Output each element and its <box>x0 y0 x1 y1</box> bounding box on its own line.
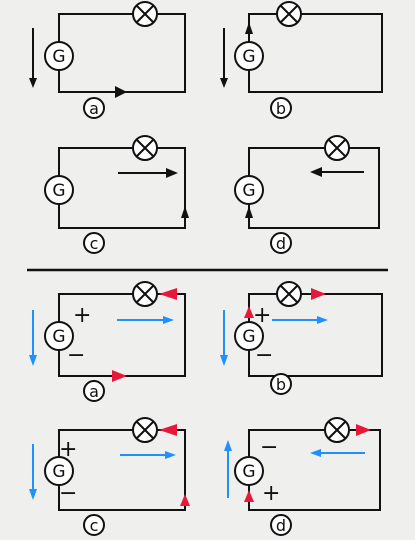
bottom-panel-a: G + − a <box>29 282 185 401</box>
negative-sign: − <box>67 343 85 368</box>
generator-label: G <box>52 47 65 67</box>
blue-arrow-right-head <box>165 451 176 459</box>
circuit-wire <box>59 430 185 510</box>
red-arrow-right <box>311 288 326 300</box>
negative-sign: − <box>255 343 273 368</box>
arrow-right-head <box>166 168 178 178</box>
panel-label: c <box>90 516 99 535</box>
lamp <box>325 418 349 442</box>
bottom-panel-b: G + − b <box>220 282 382 394</box>
positive-sign: + <box>253 303 271 328</box>
circuit-wire <box>59 148 185 228</box>
panel-label: a <box>89 99 99 118</box>
generator-label: G <box>52 462 65 482</box>
blue-arrow-down-head <box>220 355 228 366</box>
lamp <box>133 136 157 160</box>
generator-label: G <box>242 47 255 67</box>
arrow-down-head <box>220 78 228 88</box>
generator-label: G <box>242 462 255 482</box>
top-panel-b: G b <box>220 2 382 118</box>
red-arrow-up <box>244 490 254 502</box>
circuit-wire <box>249 148 379 228</box>
arrow-down-head <box>29 78 37 88</box>
generator-label: G <box>52 181 65 201</box>
red-arrow-right <box>112 370 127 382</box>
arrow-up-head <box>181 206 189 218</box>
circuit-wire <box>59 14 185 92</box>
blue-arrow-up-head <box>224 440 232 451</box>
arrow-up-head <box>245 22 253 34</box>
top-panel-d: G d <box>235 136 379 253</box>
blue-arrow-down-head <box>29 355 37 366</box>
panel-label: b <box>276 99 286 118</box>
blue-arrow-left-head <box>310 449 321 457</box>
blue-arrow-right-head <box>163 316 174 324</box>
lamp <box>133 418 157 442</box>
lamp <box>133 282 157 306</box>
lamp <box>133 2 157 26</box>
top-panel-a: G a <box>29 2 185 118</box>
panel-label: a <box>89 382 99 401</box>
negative-sign: − <box>260 435 278 460</box>
lamp <box>277 2 301 26</box>
circuit-wire <box>249 14 382 92</box>
generator-label: G <box>242 327 255 347</box>
positive-sign: + <box>59 437 77 462</box>
lamp <box>325 136 349 160</box>
panel-label: d <box>276 516 286 535</box>
top-panel-c: G c <box>45 136 189 253</box>
panel-label: c <box>90 234 99 253</box>
blue-arrow-right-head <box>317 316 328 324</box>
red-arrow-right <box>356 424 371 436</box>
positive-sign: + <box>262 481 280 506</box>
bottom-panel-c: G + − c <box>29 418 190 535</box>
bottom-panel-d: G − + d <box>224 418 380 535</box>
red-arrow-up <box>180 494 190 506</box>
panel-label: d <box>276 234 286 253</box>
generator-label: G <box>52 327 65 347</box>
blue-arrow-down-head <box>29 489 37 500</box>
arrow-left-head <box>310 167 322 177</box>
lamp <box>277 282 301 306</box>
negative-sign: − <box>59 481 77 506</box>
arrow-right-head <box>115 86 127 98</box>
generator-label: G <box>242 181 255 201</box>
positive-sign: + <box>73 303 91 328</box>
red-arrow-left <box>159 288 177 300</box>
red-arrow-left <box>159 424 177 436</box>
arrow-up-head <box>245 206 253 218</box>
panel-label: b <box>276 375 286 394</box>
